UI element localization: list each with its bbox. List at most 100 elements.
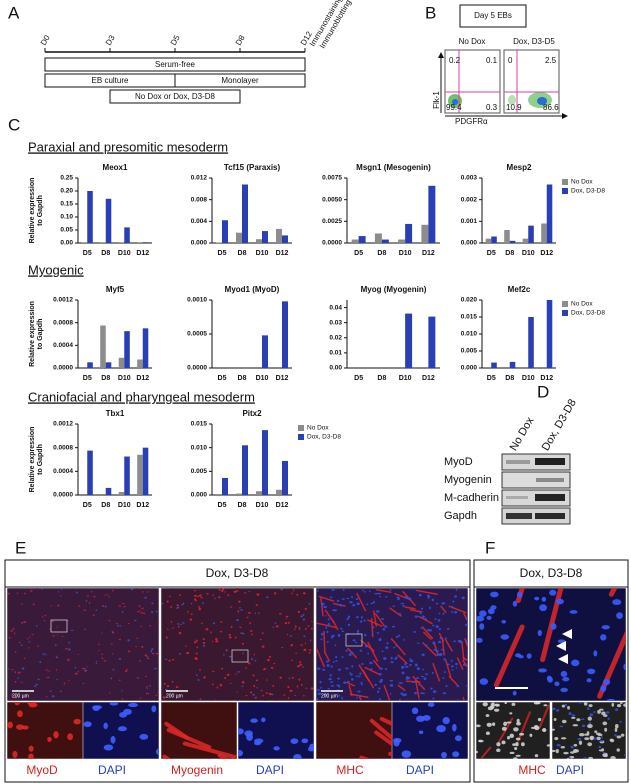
nucleus xyxy=(185,645,187,648)
nucleus xyxy=(151,648,154,651)
nucleus xyxy=(68,648,71,651)
nucleus xyxy=(366,603,369,606)
nucleus xyxy=(552,728,555,731)
bar xyxy=(374,233,382,243)
nucleus xyxy=(24,592,26,595)
nucleus xyxy=(614,708,619,711)
nucleus xyxy=(16,710,23,718)
fiber xyxy=(166,728,212,750)
nucleus xyxy=(273,592,277,595)
nucleus xyxy=(507,736,511,740)
nucleus xyxy=(602,721,608,726)
nucleus xyxy=(450,665,454,668)
nucleus xyxy=(422,668,425,671)
nucleus xyxy=(241,681,245,684)
fiber xyxy=(369,718,392,741)
quadrant-value: 0 xyxy=(508,56,513,65)
bar xyxy=(256,491,262,495)
y-axis-label: to Gapdh xyxy=(37,319,44,350)
nucleus xyxy=(601,711,606,716)
nucleus xyxy=(213,699,217,701)
nucleus xyxy=(67,658,70,661)
bar xyxy=(405,223,413,243)
nucleus xyxy=(275,625,279,628)
nucleus xyxy=(236,691,238,693)
nucleus xyxy=(431,598,435,602)
nucleus xyxy=(347,623,351,627)
fiber xyxy=(462,656,468,662)
nucleus xyxy=(163,682,166,685)
nucleus xyxy=(309,649,312,652)
nucleus xyxy=(612,599,622,606)
fiber xyxy=(394,592,411,601)
y-tick-label: 0.20 xyxy=(60,188,73,195)
nucleus xyxy=(301,738,309,744)
chart-title: Tcf15 (Paraxis) xyxy=(224,163,281,172)
bar xyxy=(381,239,389,243)
nucleus xyxy=(335,655,338,659)
nucleus xyxy=(359,672,362,675)
fiber xyxy=(444,638,453,652)
nucleus xyxy=(272,684,275,687)
nucleus xyxy=(569,610,578,614)
nucleus xyxy=(265,679,268,681)
nucleus xyxy=(268,692,272,696)
fiber xyxy=(448,675,459,686)
nucleus xyxy=(356,629,360,633)
nucleus xyxy=(409,658,412,661)
nucleus xyxy=(139,697,142,699)
nucleus xyxy=(325,626,328,629)
nucleus xyxy=(162,696,166,699)
nucleus xyxy=(286,633,289,636)
nucleus xyxy=(92,614,95,617)
nucleus xyxy=(316,590,319,592)
nucleus xyxy=(230,625,233,629)
nucleus xyxy=(361,683,363,686)
nucleus xyxy=(146,655,149,658)
nucleus xyxy=(215,637,218,641)
nucleus xyxy=(358,675,361,678)
nucleus xyxy=(298,627,301,629)
nucleus xyxy=(195,652,198,655)
nucleus xyxy=(317,667,321,670)
fiber xyxy=(358,664,370,682)
nucleus xyxy=(331,635,334,639)
nucleus xyxy=(82,682,85,685)
nucleus xyxy=(260,689,263,692)
nucleus xyxy=(611,702,615,707)
nucleus xyxy=(335,660,338,662)
nucleus xyxy=(596,736,601,741)
nucleus xyxy=(76,591,78,594)
nucleus xyxy=(88,601,91,604)
title-box xyxy=(459,4,527,28)
micrographs: 200 µm 200 µm 200 µm xyxy=(7,588,626,759)
nucleus xyxy=(506,721,512,724)
nucleus xyxy=(395,645,399,647)
nucleus xyxy=(10,694,13,697)
nucleus xyxy=(29,589,33,592)
x-tick-label: D12 xyxy=(136,502,149,509)
nucleus xyxy=(116,622,119,625)
nucleus xyxy=(110,677,113,680)
fiber xyxy=(441,637,445,656)
nucleus xyxy=(206,593,209,595)
nucleus xyxy=(583,702,588,706)
day-label: D5 xyxy=(169,33,182,47)
nucleus xyxy=(442,692,447,695)
nucleus xyxy=(597,709,601,714)
nucleus xyxy=(84,628,87,630)
nucleus xyxy=(161,602,164,605)
nucleus xyxy=(398,634,401,637)
nucleus xyxy=(379,667,383,670)
y-tick-label: 0.015 xyxy=(191,421,208,428)
nucleus xyxy=(405,665,409,668)
nucleus xyxy=(560,745,566,749)
bar xyxy=(87,362,93,368)
nucleus xyxy=(454,611,458,614)
fiber xyxy=(316,647,325,668)
nucleus xyxy=(345,667,349,670)
nucleus xyxy=(390,656,393,660)
nucleus xyxy=(44,654,47,656)
nucleus xyxy=(273,662,276,665)
nucleus xyxy=(420,692,424,694)
